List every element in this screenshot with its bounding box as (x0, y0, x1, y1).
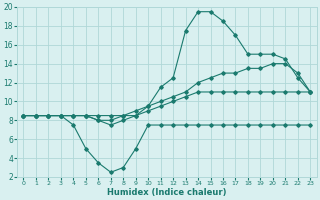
X-axis label: Humidex (Indice chaleur): Humidex (Indice chaleur) (107, 188, 227, 197)
